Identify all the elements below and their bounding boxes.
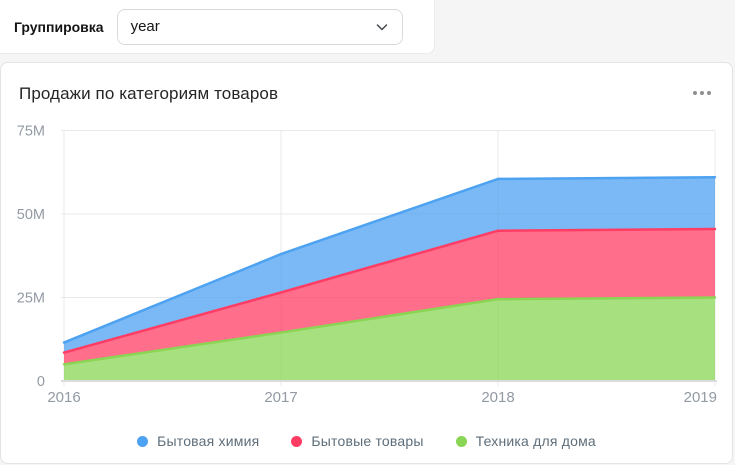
chart-widget-card: Продажи по категориям товаров 0 25M 50M 75M… xyxy=(0,62,733,464)
chevron-down-icon xyxy=(376,23,387,30)
group-by-select-value: year xyxy=(130,18,160,35)
area-band xyxy=(64,177,715,353)
area-band xyxy=(64,297,715,381)
legend-dot-icon xyxy=(291,435,303,447)
legend-label: Бытовые товары xyxy=(311,433,424,449)
x-axis-tick-label: 2016 xyxy=(47,389,80,406)
legend-dot-icon xyxy=(137,435,149,447)
series-line xyxy=(62,227,717,354)
x-axis-tick-label: 2017 xyxy=(264,389,297,406)
legend-label: Техника для дома xyxy=(475,433,596,449)
x-axis-tick-label: 2019 xyxy=(684,389,717,406)
group-by-select[interactable]: year xyxy=(116,8,403,45)
more-menu-button[interactable] xyxy=(686,85,718,101)
y-axis-tick-label: 0 xyxy=(37,374,45,390)
series-line xyxy=(62,296,717,366)
chart-title: Продажи по категориям товаров xyxy=(19,84,279,103)
y-axis-tick-label: 75M xyxy=(17,124,45,140)
stacked-area-chart: 0 25M 50M 75M 2016 2017 2018 2019 xyxy=(1,121,734,413)
area-band xyxy=(64,229,715,365)
y-axis-tick-label: 50M xyxy=(17,207,45,223)
chart-legend: Бытовая химия Бытовые товары Техника для д… xyxy=(1,429,732,453)
legend-item[interactable]: Бытовые товары xyxy=(291,433,423,449)
group-by-label: Группировка xyxy=(14,18,104,35)
ellipsis-horizontal-icon xyxy=(693,91,697,95)
group-by-selector-panel: Группировка year xyxy=(0,0,435,54)
series-line xyxy=(62,176,717,344)
legend-item[interactable]: Техника для дома xyxy=(455,433,596,449)
y-axis-tick-label: 25M xyxy=(17,291,45,307)
x-axis-tick-label: 2018 xyxy=(481,389,514,406)
legend-item[interactable]: Бытовая химия xyxy=(137,433,259,449)
legend-dot-icon xyxy=(455,435,467,447)
legend-label: Бытовая химия xyxy=(157,433,260,449)
